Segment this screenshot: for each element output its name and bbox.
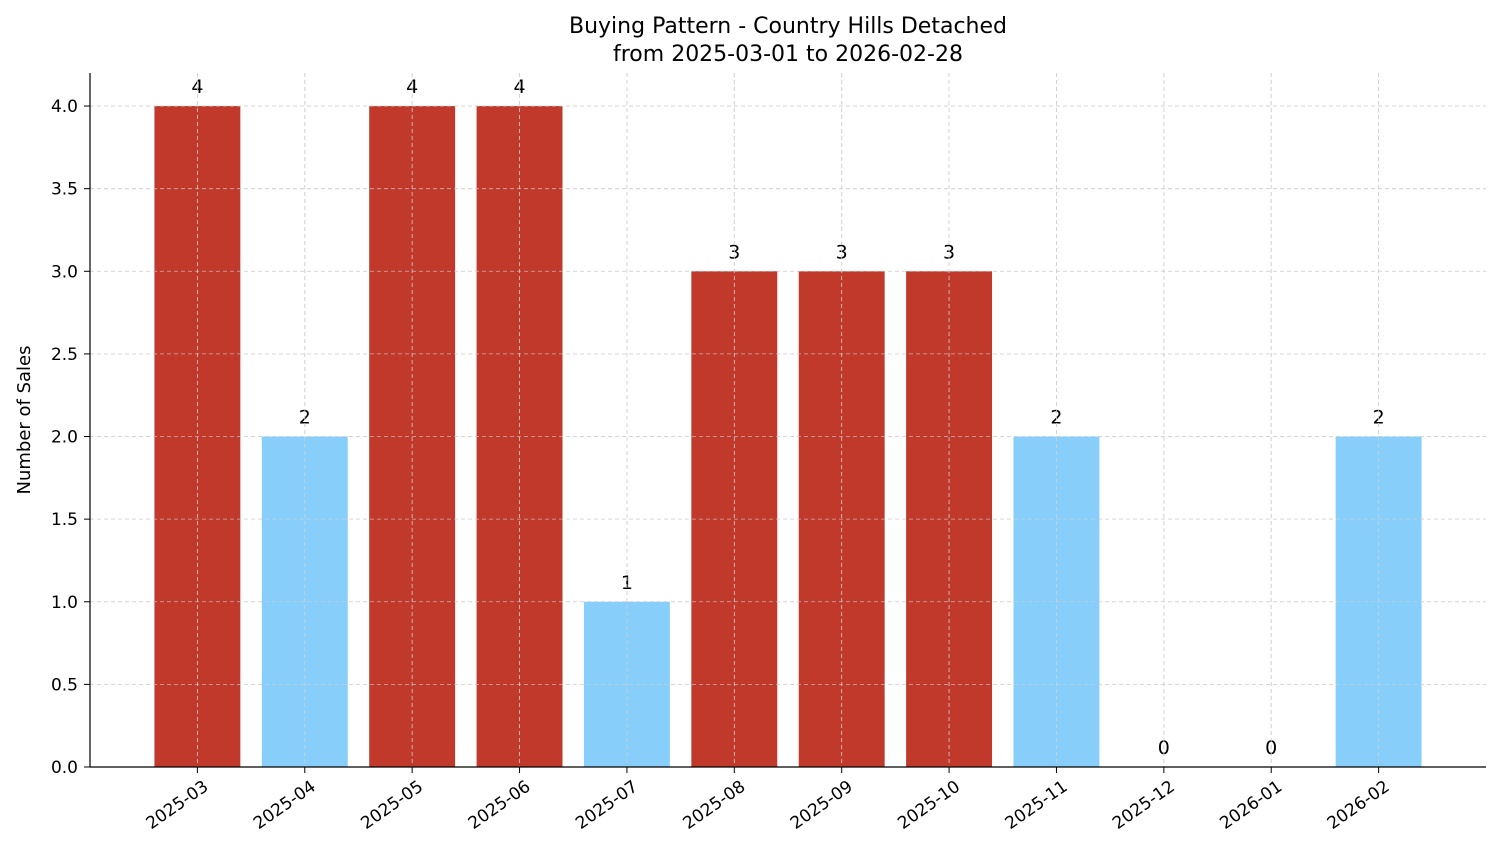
x-tick-label: 2025-08 bbox=[680, 777, 750, 834]
y-tick-label: 2.0 bbox=[51, 428, 78, 448]
x-tick-label: 2025-06 bbox=[465, 777, 535, 834]
x-tick-label: 2025-05 bbox=[357, 777, 427, 834]
x-tick-label: 2025-04 bbox=[250, 777, 320, 834]
y-tick-label: 1.5 bbox=[51, 510, 78, 530]
x-tick-label: 2025-10 bbox=[894, 777, 964, 834]
y-tick-label: 3.5 bbox=[51, 180, 78, 200]
bar-value-label: 3 bbox=[943, 241, 955, 263]
chart-title: Buying Pattern - Country Hills Detached bbox=[569, 14, 1007, 39]
y-tick-label: 3.0 bbox=[51, 262, 78, 282]
chart-subtitle: from 2025-03-01 to 2026-02-28 bbox=[613, 42, 963, 67]
x-tick-label: 2025-07 bbox=[572, 777, 642, 834]
bar-value-label: 3 bbox=[728, 241, 740, 263]
x-tick-label: 2026-01 bbox=[1216, 777, 1286, 834]
x-tick-label: 2025-09 bbox=[787, 777, 857, 834]
x-tick-label: 2025-03 bbox=[143, 777, 213, 834]
x-tick-label: 2025-11 bbox=[1002, 777, 1072, 834]
y-tick-label: 2.5 bbox=[51, 345, 78, 365]
y-tick-label: 4.0 bbox=[51, 97, 78, 117]
bar-value-label: 1 bbox=[621, 572, 633, 594]
x-tick-label: 2026-02 bbox=[1324, 777, 1394, 834]
y-tick-label: 1.0 bbox=[51, 593, 78, 613]
bar-value-label: 3 bbox=[836, 241, 848, 263]
x-tick-label: 2025-12 bbox=[1109, 777, 1179, 834]
y-tick-label: 0.0 bbox=[51, 758, 78, 778]
y-tick-label: 0.5 bbox=[51, 675, 78, 695]
y-axis-label: Number of Sales bbox=[14, 345, 35, 494]
